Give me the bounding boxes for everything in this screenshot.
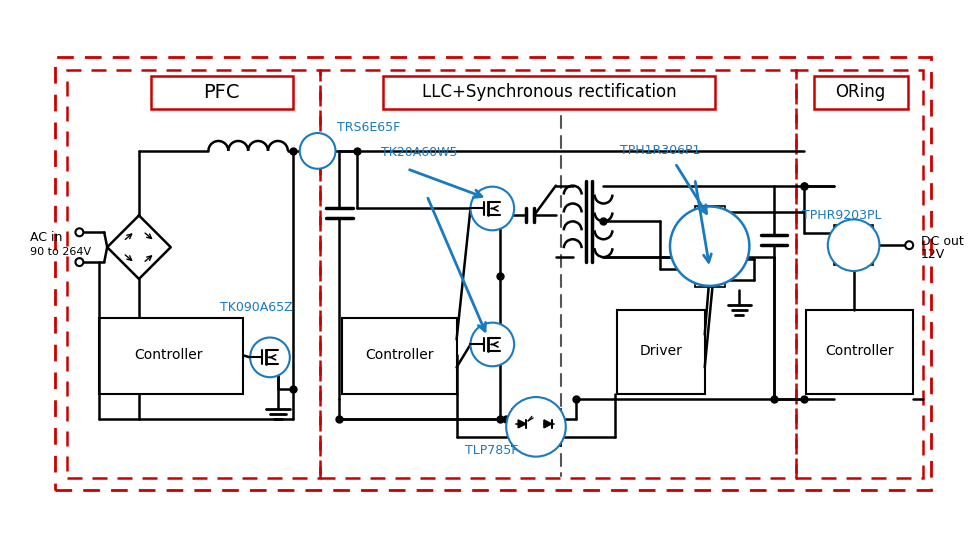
Text: Controller: Controller [365, 348, 433, 363]
Text: Controller: Controller [825, 345, 894, 358]
Bar [151, 76, 293, 109]
Bar [343, 318, 456, 394]
Text: TK090A65Z: TK090A65Z [220, 301, 293, 314]
Text: TRS6E65F: TRS6E65F [338, 121, 401, 134]
Bar [695, 205, 724, 240]
Text: TK20A60W5: TK20A60W5 [382, 146, 457, 159]
Circle shape [670, 206, 750, 286]
Circle shape [76, 258, 84, 266]
Bar [834, 225, 874, 265]
Text: PFC: PFC [203, 83, 240, 102]
Text: 12V: 12V [921, 248, 946, 260]
Text: Driver: Driver [640, 345, 683, 358]
Text: AC in: AC in [30, 231, 62, 244]
Text: Controller: Controller [135, 348, 203, 363]
Text: TPHR9203PL: TPHR9203PL [802, 209, 882, 222]
Text: LLC+Synchronous rectification: LLC+Synchronous rectification [421, 84, 676, 102]
Circle shape [828, 219, 880, 271]
Circle shape [300, 133, 336, 169]
Bar [99, 318, 243, 394]
Circle shape [76, 228, 84, 236]
Text: ORing: ORing [835, 84, 886, 102]
Bar [618, 310, 705, 394]
Circle shape [251, 337, 289, 377]
Bar [512, 409, 561, 446]
Bar [54, 57, 931, 490]
Circle shape [471, 323, 515, 366]
Polygon shape [519, 420, 526, 428]
Polygon shape [308, 145, 318, 156]
Bar [695, 252, 724, 287]
Bar [384, 76, 715, 109]
Text: DC out: DC out [921, 235, 964, 248]
Polygon shape [544, 420, 552, 428]
Circle shape [471, 187, 515, 230]
Bar [68, 69, 319, 478]
Bar [319, 69, 796, 478]
Circle shape [905, 241, 913, 249]
Bar [796, 69, 923, 478]
Bar [814, 76, 908, 109]
Text: TLP785F: TLP785F [464, 444, 518, 457]
Text: 90 to 264V: 90 to 264V [30, 247, 91, 257]
Bar [806, 310, 913, 394]
Circle shape [506, 397, 566, 456]
Text: TPH1R306P1: TPH1R306P1 [620, 144, 701, 157]
